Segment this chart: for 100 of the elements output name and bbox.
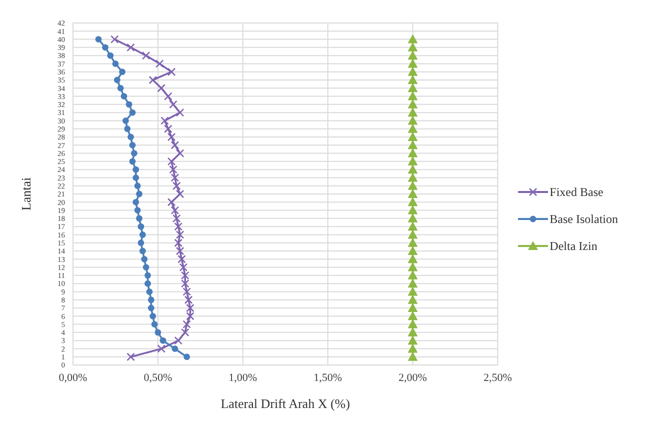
point bbox=[408, 344, 418, 353]
x-tick-label: 2,50% bbox=[483, 372, 512, 384]
point bbox=[129, 109, 136, 116]
y-axis-title: Lantai bbox=[18, 177, 34, 211]
point bbox=[154, 329, 162, 336]
point bbox=[142, 264, 150, 270]
point bbox=[408, 270, 418, 280]
point bbox=[150, 312, 156, 320]
point bbox=[408, 189, 418, 198]
point bbox=[172, 214, 181, 223]
point bbox=[129, 158, 136, 165]
point bbox=[142, 51, 150, 60]
point bbox=[170, 174, 180, 182]
point bbox=[148, 76, 157, 84]
point bbox=[186, 312, 194, 320]
point bbox=[122, 118, 129, 124]
legend-label: Delta Izin bbox=[550, 238, 598, 254]
x-tick-label: 0,50% bbox=[144, 372, 172, 384]
point bbox=[164, 92, 172, 100]
point bbox=[184, 354, 190, 360]
point bbox=[144, 280, 151, 287]
point bbox=[167, 132, 176, 142]
point bbox=[408, 132, 418, 141]
point bbox=[408, 164, 418, 174]
point bbox=[95, 36, 102, 42]
point bbox=[138, 240, 144, 246]
point bbox=[408, 319, 418, 328]
point bbox=[130, 150, 138, 156]
point bbox=[408, 238, 418, 247]
point bbox=[408, 327, 418, 336]
point bbox=[146, 288, 153, 295]
point bbox=[160, 116, 169, 125]
point bbox=[117, 84, 124, 92]
x-tick-label: 1,50% bbox=[314, 372, 342, 384]
point bbox=[408, 42, 418, 52]
point bbox=[144, 272, 151, 279]
point bbox=[408, 278, 418, 288]
point bbox=[102, 44, 108, 51]
point bbox=[169, 100, 178, 109]
point bbox=[157, 84, 166, 92]
point bbox=[176, 149, 184, 158]
point bbox=[160, 337, 166, 344]
point bbox=[176, 246, 184, 256]
point bbox=[172, 182, 181, 190]
point bbox=[148, 296, 154, 304]
point bbox=[408, 213, 418, 222]
point bbox=[179, 263, 188, 272]
point bbox=[129, 142, 136, 148]
point bbox=[112, 60, 119, 67]
point bbox=[408, 58, 418, 68]
point bbox=[408, 91, 418, 100]
point bbox=[114, 76, 120, 84]
point bbox=[174, 238, 182, 248]
x-tick-label: 0,00% bbox=[58, 372, 88, 384]
point bbox=[408, 246, 418, 255]
point bbox=[408, 50, 418, 60]
point bbox=[174, 336, 182, 345]
point bbox=[139, 248, 146, 254]
point bbox=[136, 190, 142, 198]
point bbox=[126, 352, 135, 362]
point bbox=[408, 172, 418, 182]
point bbox=[167, 68, 176, 76]
point bbox=[408, 222, 418, 231]
point bbox=[141, 256, 148, 262]
point bbox=[408, 180, 418, 190]
point bbox=[132, 198, 140, 206]
point bbox=[139, 232, 146, 238]
point bbox=[182, 288, 191, 296]
point bbox=[408, 99, 418, 108]
point bbox=[180, 328, 190, 337]
point bbox=[110, 35, 119, 44]
point bbox=[120, 93, 128, 100]
point bbox=[408, 197, 418, 206]
point bbox=[151, 321, 158, 328]
point bbox=[134, 182, 141, 190]
point bbox=[408, 303, 418, 312]
x-tick-label: 1,00% bbox=[228, 372, 258, 384]
point bbox=[167, 157, 176, 166]
point bbox=[408, 286, 418, 296]
point bbox=[126, 101, 132, 108]
point bbox=[119, 68, 126, 76]
point bbox=[408, 156, 418, 166]
point bbox=[157, 344, 166, 353]
point bbox=[170, 140, 180, 150]
point bbox=[408, 205, 418, 214]
point bbox=[408, 294, 418, 304]
point bbox=[174, 222, 182, 231]
point bbox=[164, 124, 172, 134]
point bbox=[128, 134, 134, 140]
point bbox=[132, 166, 140, 173]
legend-label: Base Isolation bbox=[550, 212, 618, 226]
point bbox=[155, 60, 164, 68]
point bbox=[408, 75, 418, 84]
point bbox=[182, 320, 191, 328]
point bbox=[132, 174, 140, 181]
point bbox=[408, 83, 418, 92]
x-tick-label: 2,00% bbox=[398, 372, 427, 384]
point bbox=[136, 215, 142, 222]
point bbox=[408, 116, 418, 125]
point bbox=[169, 165, 178, 174]
